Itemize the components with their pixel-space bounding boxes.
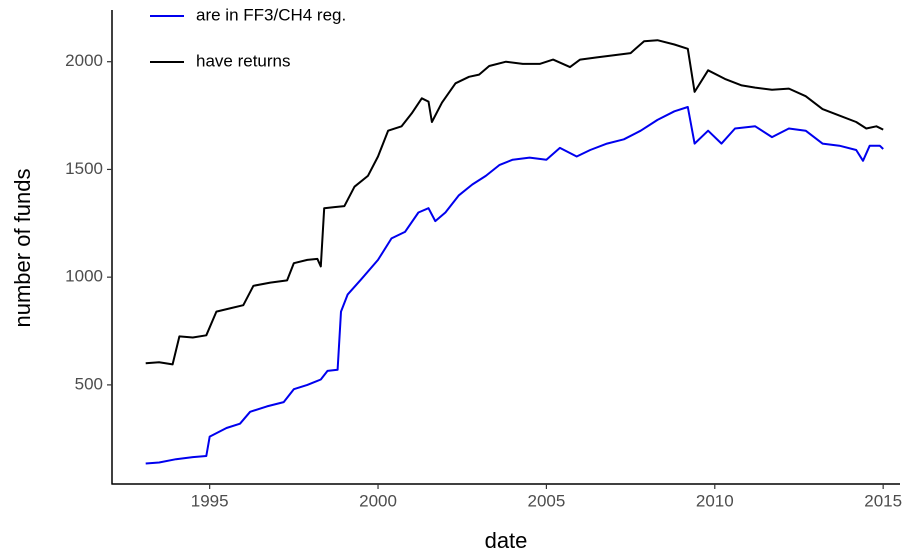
y-tick-label: 2000 — [65, 51, 103, 70]
x-tick-label: 2015 — [864, 491, 902, 510]
legend-label: have returns — [196, 51, 291, 70]
series-line — [145, 39, 884, 366]
series-line — [145, 106, 884, 465]
x-tick-label: 2000 — [359, 491, 397, 510]
x-tick-label: 2010 — [696, 491, 734, 510]
y-tick-label: 1500 — [65, 159, 103, 178]
y-tick-label: 1000 — [65, 267, 103, 286]
y-axis-title: number of funds — [10, 169, 35, 328]
x-tick-label: 2005 — [527, 491, 565, 510]
legend-label: are in FF3/CH4 reg. — [196, 5, 346, 24]
y-tick-label: 500 — [75, 374, 103, 393]
x-axis-title: date — [485, 528, 528, 553]
x-tick-label: 1995 — [191, 491, 229, 510]
